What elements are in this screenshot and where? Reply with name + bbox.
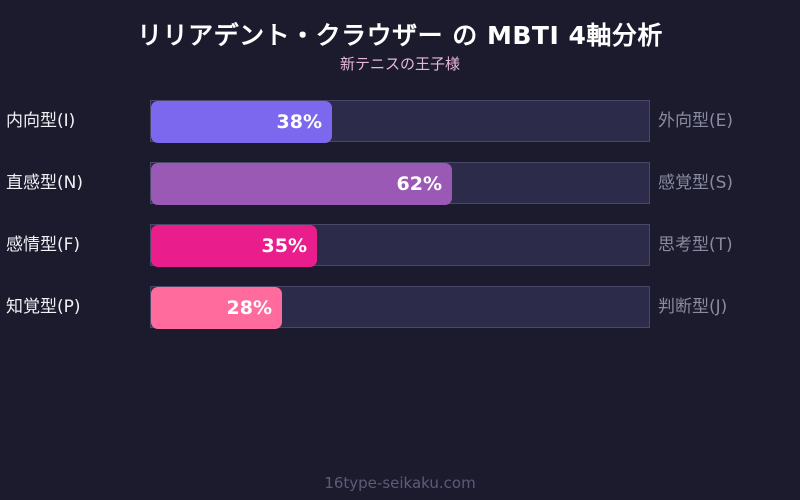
bar-fill: 35%: [151, 225, 317, 267]
right-label: 外向型(E): [658, 111, 734, 131]
left-label: 直感型(N): [6, 173, 83, 193]
footer-site-credit: 16type-seikaku.com: [324, 474, 476, 492]
percent-label: 35%: [261, 235, 307, 257]
bar-fill: 62%: [151, 163, 452, 205]
percent-label: 38%: [276, 111, 322, 133]
right-label: 感覚型(S): [658, 173, 734, 193]
bar-track: 28%: [150, 286, 650, 329]
bar-fill: 38%: [151, 101, 332, 143]
bar-track: 35%: [150, 224, 650, 267]
axis-row-pj: 知覚型(P) 28% 判断型(J): [0, 286, 800, 329]
left-label: 内向型(I): [6, 111, 76, 131]
bar-track: 38%: [150, 100, 650, 143]
left-label: 知覚型(P): [6, 297, 81, 317]
axis-row-ft: 感情型(F) 35% 思考型(T): [0, 224, 800, 267]
bar-track: 62%: [150, 162, 650, 205]
percent-label: 62%: [396, 173, 442, 195]
axis-row-ns: 直感型(N) 62% 感覚型(S): [0, 162, 800, 205]
left-label: 感情型(F): [6, 235, 81, 255]
chart-subtitle: 新テニスの王子様: [339, 55, 460, 73]
bar-fill: 28%: [151, 287, 282, 329]
right-label: 思考型(T): [658, 235, 733, 255]
chart-title: リリアデント・クラウザー の MBTI 4軸分析: [137, 21, 663, 50]
right-label: 判断型(J): [658, 297, 728, 317]
axis-row-ie: 内向型(I) 38% 外向型(E): [0, 100, 800, 143]
percent-label: 28%: [226, 297, 272, 319]
